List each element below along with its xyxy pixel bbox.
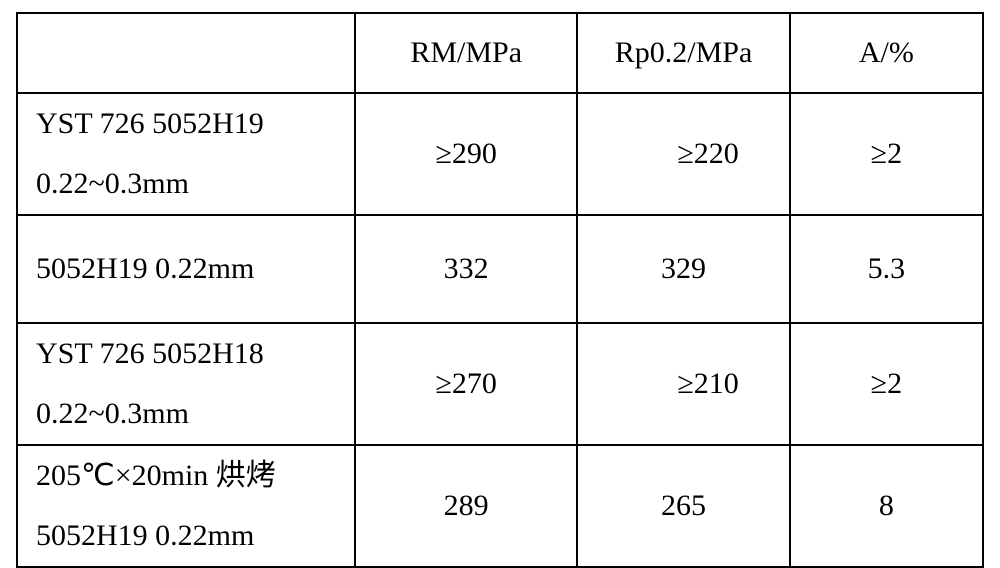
header-cell-a: A/%: [790, 13, 983, 93]
row-label: 5052H19 0.22mm: [17, 215, 355, 323]
header-cell-empty: [17, 13, 355, 93]
row-label: YST 726 5052H19 0.22~0.3mm: [17, 93, 355, 215]
label-line: YST 726 5052H18: [36, 337, 264, 370]
cell-rm: 289: [355, 445, 577, 567]
cell-rm: ≥270: [355, 323, 577, 445]
table-row: YST 726 5052H18 0.22~0.3mm ≥270 ≥210 ≥2: [17, 323, 983, 445]
table-row: 205℃×20min 烘烤 5052H19 0.22mm 289 265 8: [17, 445, 983, 567]
cell-rp: 329: [577, 215, 790, 323]
label-line: 5052H19 0.22mm: [36, 252, 254, 285]
table-row: 5052H19 0.22mm 332 329 5.3: [17, 215, 983, 323]
cell-a: ≥2: [790, 323, 983, 445]
cell-rp: ≥220: [577, 93, 790, 215]
row-label: YST 726 5052H18 0.22~0.3mm: [17, 323, 355, 445]
cell-a: 8: [790, 445, 983, 567]
material-properties-table: RM/MPa Rp0.2/MPa A/% YST 726 5052H19 0.2…: [16, 12, 984, 568]
cell-rm: ≥290: [355, 93, 577, 215]
cell-a: ≥2: [790, 93, 983, 215]
row-label: 205℃×20min 烘烤 5052H19 0.22mm: [17, 445, 355, 567]
cell-a: 5.3: [790, 215, 983, 323]
cell-rp: ≥210: [577, 323, 790, 445]
label-line: YST 726 5052H19: [36, 107, 264, 140]
header-cell-rp: Rp0.2/MPa: [577, 13, 790, 93]
label-line: 0.22~0.3mm: [36, 397, 189, 430]
cell-rp: 265: [577, 445, 790, 567]
table-header-row: RM/MPa Rp0.2/MPa A/%: [17, 13, 983, 93]
label-line: 0.22~0.3mm: [36, 167, 189, 200]
label-line: 205℃×20min 烘烤: [36, 459, 276, 492]
label-line: 5052H19 0.22mm: [36, 519, 254, 552]
header-cell-rm: RM/MPa: [355, 13, 577, 93]
cell-rm: 332: [355, 215, 577, 323]
table-row: YST 726 5052H19 0.22~0.3mm ≥290 ≥220 ≥2: [17, 93, 983, 215]
